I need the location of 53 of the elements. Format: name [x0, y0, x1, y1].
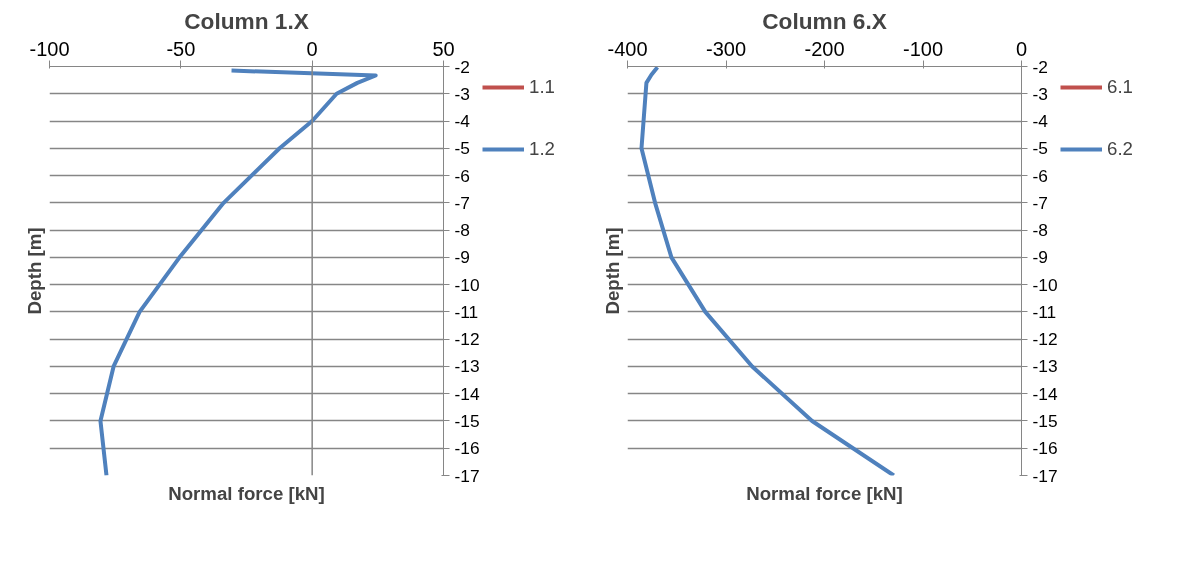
y-tick-label: -15 [454, 410, 480, 431]
chart-title: Column 6.X [762, 7, 887, 34]
x-tick-label: 50 [432, 37, 455, 60]
x-tick-label: -50 [166, 37, 196, 60]
y-tick-label: -3 [1032, 83, 1048, 104]
y-tick-label: -17 [454, 465, 480, 486]
x-tick-label: -200 [804, 37, 845, 60]
x-tick-label: -300 [705, 37, 747, 60]
y-tick-label: -17 [1032, 465, 1058, 486]
y-tick-label: -11 [454, 301, 479, 322]
x-axis-title: Normal force [kN] [746, 482, 903, 504]
chart-title: Column 1.X [184, 7, 309, 34]
legend-label: 6.1 [1107, 76, 1133, 98]
y-axis-title: Depth [m] [23, 227, 45, 315]
y-tick-label: -7 [454, 192, 470, 213]
y-tick-label: -4 [454, 111, 471, 132]
y-tick-label: -10 [1032, 274, 1058, 295]
y-tick-label: -15 [1032, 410, 1058, 431]
line-series [639, 66, 896, 476]
y-tick-label: -16 [1032, 438, 1058, 459]
y-tick-label: -6 [1032, 165, 1048, 186]
legend-label: 1.1 [529, 76, 555, 98]
y-tick-label: -12 [454, 329, 480, 350]
y-axis-title: Depth [m] [601, 227, 623, 315]
y-tick-label: -3 [454, 83, 470, 104]
y-tick-label: -13 [1032, 356, 1058, 377]
y-tick-label: -9 [1032, 247, 1048, 268]
line-series [98, 68, 378, 476]
x-tick-label: 0 [306, 37, 318, 60]
y-tick-label: -8 [1032, 220, 1048, 241]
y-tick-label: -16 [454, 438, 480, 459]
y-tick-label: -8 [454, 220, 470, 241]
y-tick-label: -2 [454, 56, 470, 77]
y-tick-label: -7 [1032, 192, 1048, 213]
y-tick-label: -4 [1032, 111, 1049, 132]
y-tick-label: -14 [1032, 383, 1058, 404]
y-tick-label: -10 [454, 274, 480, 295]
y-tick-label: -11 [1032, 301, 1057, 322]
x-tick-label: 0 [1015, 37, 1028, 60]
legend-label: 6.2 [1107, 138, 1133, 160]
y-tick-label: -5 [1032, 138, 1048, 159]
x-tick-label: -400 [607, 37, 648, 60]
y-tick-label: -12 [1032, 329, 1058, 350]
x-tick-label: -100 [902, 37, 944, 60]
y-tick-label: -13 [454, 356, 480, 377]
x-axis-title: Normal force [kN] [168, 482, 325, 504]
y-tick-label: -9 [454, 247, 470, 268]
y-tick-label: -6 [454, 165, 470, 186]
y-tick-label: -14 [454, 383, 480, 404]
x-tick-label: -100 [29, 37, 70, 60]
y-tick-label: -2 [1032, 56, 1048, 77]
legend-label: 1.2 [529, 138, 555, 160]
y-tick-label: -5 [454, 138, 470, 159]
